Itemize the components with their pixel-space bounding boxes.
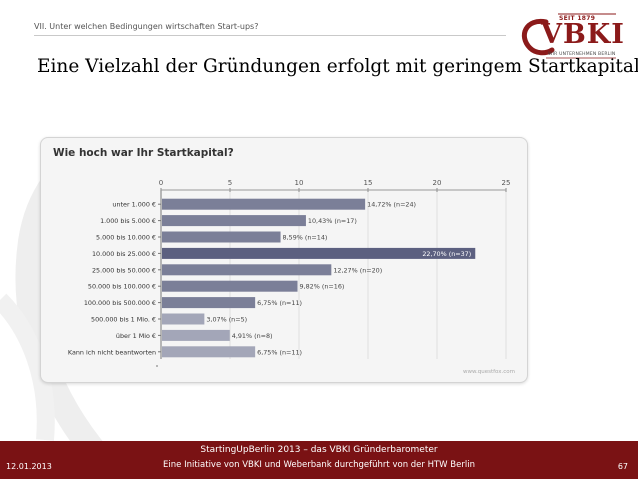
category-label: über 1 Mio € — [116, 332, 156, 340]
logo-since: SEIT 1879 — [559, 15, 596, 22]
bar — [162, 215, 306, 227]
bar — [162, 297, 256, 309]
data-label: 6,75% (n=11) — [257, 299, 302, 307]
data-label: 14,72% (n=24) — [367, 201, 416, 209]
category-label: 500.000 bis 1 Mio. € — [91, 316, 156, 324]
category-label: 100.000 bis 500.000 € — [84, 299, 156, 307]
x-tick-label: 5 — [228, 179, 232, 187]
chart-title: Wie hoch war Ihr Startkapital? — [53, 147, 234, 159]
logo-subtitle: WIR UNTERNEHMEN BERLIN — [548, 52, 616, 57]
category-label: 5.000 bis 10.000 € — [96, 234, 156, 242]
bar — [162, 247, 476, 259]
source-watermark: www.questfox.com — [463, 369, 515, 375]
category-label: unter 1.000 € — [112, 201, 156, 209]
data-label: 12,27% (n=20) — [333, 266, 382, 274]
data-label: 10,43% (n=17) — [308, 217, 357, 225]
footer-date: 12.01.2013 — [6, 462, 52, 471]
data-label: 6,75% (n=11) — [257, 348, 302, 356]
header-divider — [34, 35, 506, 36]
bar — [162, 329, 230, 341]
category-label: 10.000 bis 25.000 € — [92, 250, 156, 258]
footer-bar — [0, 441, 638, 479]
category-label: 50.000 bis 100.000 € — [88, 283, 156, 291]
data-label: 9,82% (n=16) — [300, 283, 345, 291]
x-tick-label: 25 — [502, 179, 511, 187]
vbki-logo — [522, 13, 616, 59]
category-label: Kann ich nicht beantworten — [68, 348, 156, 356]
x-tick-label: 10 — [295, 179, 304, 187]
bar — [162, 346, 256, 358]
data-label: 22,70% (n=37) — [422, 250, 471, 258]
chart-panel — [40, 137, 528, 383]
section-label: VII. Unter welchen Bedingungen wirtschaf… — [34, 22, 259, 31]
bar — [162, 231, 281, 243]
bar — [162, 313, 205, 325]
footer-subtitle: Eine Initiative von VBKI und Weberbank d… — [163, 460, 475, 470]
bar — [162, 280, 298, 292]
category-label: 25.000 bis 50.000 € — [92, 266, 156, 274]
page-number: 67 — [617, 462, 628, 471]
logo-wordmark: VBKI — [541, 19, 625, 50]
footer-title: StartingUpBerlin 2013 – das VBKI Gründer… — [200, 445, 438, 455]
data-label: 4,91% (n=8) — [232, 332, 273, 340]
bar — [162, 198, 366, 210]
data-label: 3,07% (n=5) — [206, 316, 247, 324]
x-tick-label: 0 — [159, 179, 163, 187]
x-tick-label: 20 — [433, 179, 442, 187]
x-tick-label: 15 — [364, 179, 373, 187]
data-label: 8,59% (n=14) — [283, 234, 328, 242]
category-label: 1.000 bis 5.000 € — [100, 217, 156, 225]
slide-title: Eine Vielzahl der Gründungen erfolgt mit… — [37, 56, 638, 77]
bar — [162, 264, 332, 276]
